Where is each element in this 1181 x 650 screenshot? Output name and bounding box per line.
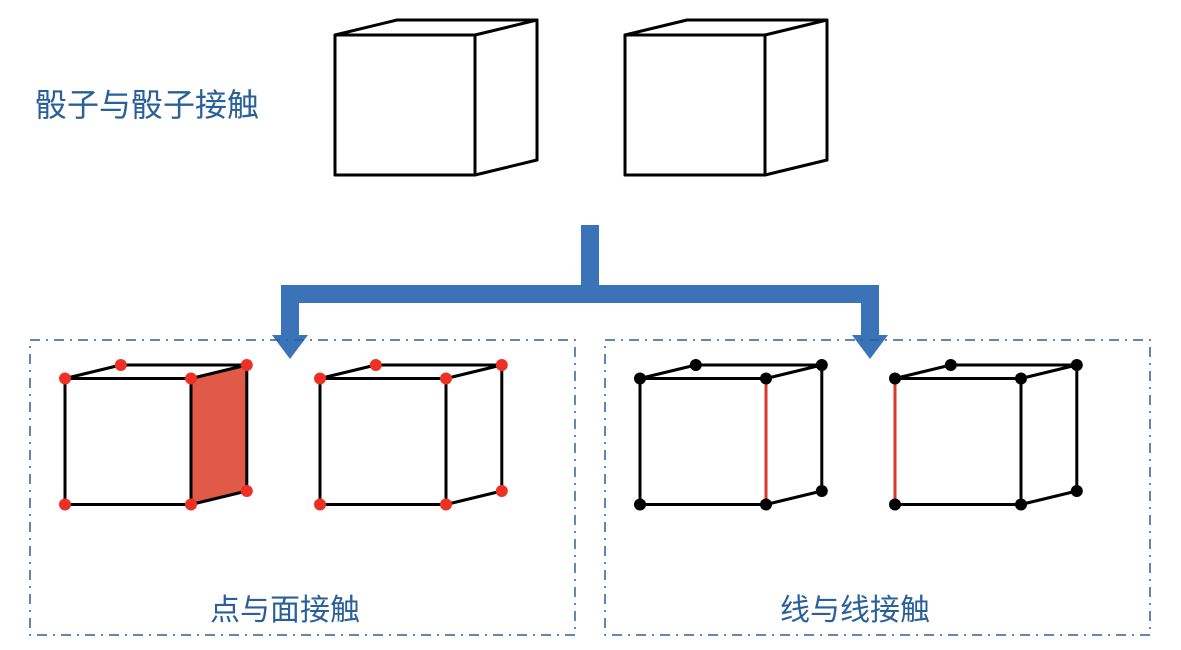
main-title: 骰子与骰子接触 <box>35 80 259 126</box>
right-panel-caption: 线与线接触 <box>780 585 930 629</box>
left-panel-caption: 点与面接触 <box>210 585 360 629</box>
